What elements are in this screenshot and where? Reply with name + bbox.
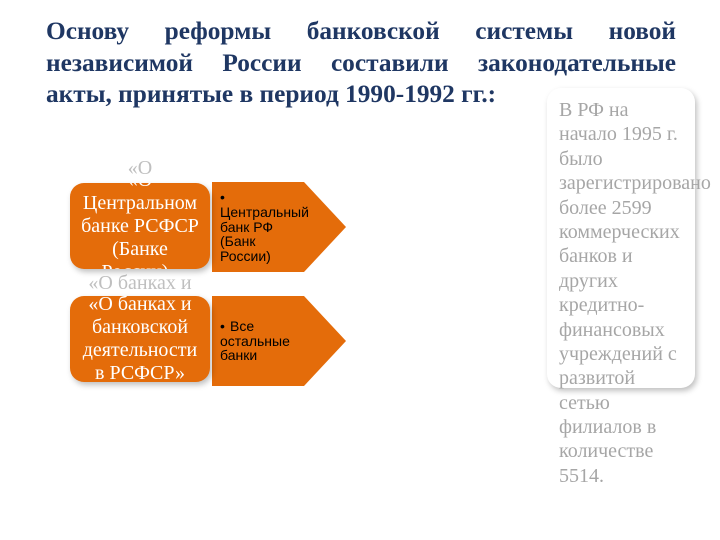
- arrow1-head: [304, 182, 346, 272]
- arrow1-text: Центральный банк РФ (Банк России): [220, 190, 309, 263]
- arrow1-shaft: Центральный банк РФ (Банк России): [212, 182, 304, 272]
- arrow2-head: [304, 296, 346, 386]
- law-block-banking-activity: «О банках и банковской деятельности в РС…: [70, 296, 210, 382]
- arrow2-text: Все остальные банки: [220, 319, 300, 363]
- law1-title-visible: «О Центральном банке РСФСР (Банке России…: [76, 183, 204, 269]
- side-info-panel: В РФ на начало 1995 г. было зарегистриро…: [547, 88, 695, 388]
- law2-title-visible: «О банках и банковской деятельности в РС…: [76, 296, 204, 382]
- arrow-central-bank: Центральный банк РФ (Банк России): [212, 182, 346, 272]
- arrow2-shaft: Все остальные банки: [212, 296, 304, 386]
- law-block-central-bank: «О Центральном банке РСФСР (Банке России…: [70, 183, 210, 269]
- arrow-other-banks: Все остальные банки: [212, 296, 346, 386]
